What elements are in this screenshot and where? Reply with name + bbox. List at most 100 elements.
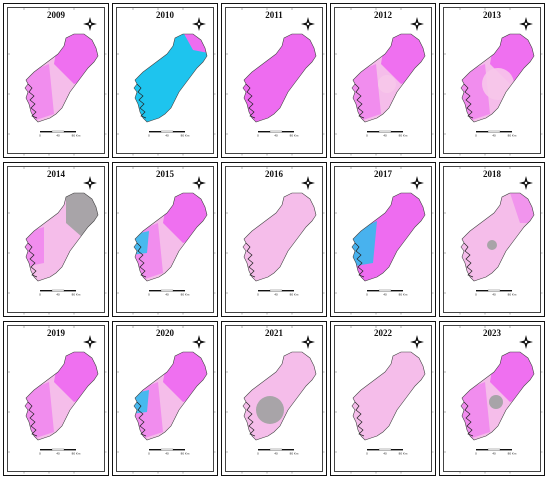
north-arrow-icon xyxy=(192,176,206,190)
graticule-ticks xyxy=(225,7,325,156)
graticule-ticks xyxy=(443,166,543,315)
year-label: 2016 xyxy=(265,169,283,179)
map-panel-2016: 2016 0 40 80 Km xyxy=(221,162,327,317)
north-arrow-icon xyxy=(519,335,533,349)
scale-bar: 0 40 80 Km xyxy=(475,448,517,456)
graticule-ticks xyxy=(116,325,216,474)
panel-frame xyxy=(225,7,323,154)
scale-label: 80 Km xyxy=(290,134,299,138)
scale-label: 80 Km xyxy=(290,452,299,456)
year-label: 2021 xyxy=(265,328,283,338)
province-map: 0 40 80 Km xyxy=(7,7,107,156)
panel-frame xyxy=(443,325,541,472)
map-panel-2015: 2015 0 40 80 Km xyxy=(112,162,218,317)
year-label: 2017 xyxy=(374,169,392,179)
year-label: 2013 xyxy=(483,10,501,20)
graticule-ticks xyxy=(443,7,543,156)
scale-label: 40 xyxy=(56,293,60,297)
scale-label: 0 xyxy=(39,293,41,297)
scale-label: 80 Km xyxy=(508,293,517,297)
province-map: 0 40 80 Km xyxy=(443,7,543,156)
scale-label: 40 xyxy=(383,134,387,138)
scale-label: 80 Km xyxy=(399,293,408,297)
scale-label: 80 Km xyxy=(399,452,408,456)
map-panel-2017: 2017 0 40 80 Km xyxy=(330,162,436,317)
year-label: 2014 xyxy=(47,169,65,179)
graticule-ticks xyxy=(116,166,216,315)
north-arrow-icon xyxy=(301,335,315,349)
scale-label: 40 xyxy=(56,134,60,138)
graticule-ticks xyxy=(225,325,325,474)
panel-frame xyxy=(7,166,105,313)
scale-label: 0 xyxy=(257,134,259,138)
graticule-ticks xyxy=(225,166,325,315)
map-panel-2023: 2023 0 40 80 Km xyxy=(439,321,545,476)
scale-label: 0 xyxy=(39,452,41,456)
panel-frame xyxy=(443,7,541,154)
year-label: 2015 xyxy=(156,169,174,179)
panel-frame xyxy=(116,325,214,472)
graticule-ticks xyxy=(7,166,107,315)
graticule-ticks xyxy=(7,7,107,156)
scale-label: 0 xyxy=(366,134,368,138)
scale-label: 0 xyxy=(366,452,368,456)
province-map: 0 40 80 Km xyxy=(225,166,325,315)
year-label: 2022 xyxy=(374,328,392,338)
year-label: 2020 xyxy=(156,328,174,338)
north-arrow-icon xyxy=(410,17,424,31)
scale-bar: 0 40 80 Km xyxy=(39,448,81,456)
scale-label: 0 xyxy=(39,134,41,138)
scale-bar: 0 40 80 Km xyxy=(475,289,517,297)
scale-bar: 0 40 80 Km xyxy=(257,448,299,456)
scale-label: 0 xyxy=(475,293,477,297)
panel-frame xyxy=(7,325,105,472)
map-panel-2013: 2013 0 40 80 Km xyxy=(439,3,545,158)
scale-label: 80 Km xyxy=(508,452,517,456)
scale-label: 40 xyxy=(492,293,496,297)
map-panel-2018: 2018 0 40 80 Km xyxy=(439,162,545,317)
year-label: 2023 xyxy=(483,328,501,338)
map-panel-2020: 2020 0 40 80 Km xyxy=(112,321,218,476)
scale-bar: 0 40 80 Km xyxy=(148,448,190,456)
province-map: 0 40 80 Km xyxy=(334,166,434,315)
north-arrow-icon xyxy=(83,176,97,190)
scale-label: 0 xyxy=(148,293,150,297)
scale-bar: 0 40 80 Km xyxy=(366,289,408,297)
scale-label: 0 xyxy=(475,452,477,456)
province-map: 0 40 80 Km xyxy=(443,325,543,474)
scale-label: 80 Km xyxy=(72,134,81,138)
scale-label: 0 xyxy=(257,293,259,297)
scale-label: 80 Km xyxy=(508,134,517,138)
scale-label: 0 xyxy=(257,452,259,456)
scale-label: 40 xyxy=(383,293,387,297)
north-arrow-icon xyxy=(519,176,533,190)
panel-frame xyxy=(334,325,432,472)
map-panel-2010: 2010 0 40 80 Km xyxy=(112,3,218,158)
map-panel-2009: 2009 0 40 80 Km xyxy=(3,3,109,158)
scale-bar: 0 40 80 Km xyxy=(366,130,408,138)
scale-label: 40 xyxy=(165,452,169,456)
north-arrow-icon xyxy=(192,335,206,349)
scale-label: 80 Km xyxy=(399,134,408,138)
scale-label: 0 xyxy=(148,452,150,456)
province-map: 0 40 80 Km xyxy=(7,325,107,474)
scale-label: 80 Km xyxy=(72,293,81,297)
scale-label: 80 Km xyxy=(181,134,190,138)
graticule-ticks xyxy=(334,166,434,315)
graticule-ticks xyxy=(7,325,107,474)
map-panel-2021: 2021 0 40 80 Km xyxy=(221,321,327,476)
scale-label: 80 Km xyxy=(181,293,190,297)
scale-label: 80 Km xyxy=(290,293,299,297)
scale-label: 40 xyxy=(274,452,278,456)
north-arrow-icon xyxy=(83,17,97,31)
map-panel-2022: 2022 0 40 80 Km xyxy=(330,321,436,476)
scale-bar: 0 40 80 Km xyxy=(148,130,190,138)
north-arrow-icon xyxy=(301,17,315,31)
year-label: 2009 xyxy=(47,10,65,20)
year-label: 2019 xyxy=(47,328,65,338)
scale-bar: 0 40 80 Km xyxy=(39,130,81,138)
scale-label: 40 xyxy=(274,134,278,138)
panel-frame xyxy=(225,325,323,472)
scale-label: 0 xyxy=(475,134,477,138)
scale-bar: 0 40 80 Km xyxy=(366,448,408,456)
